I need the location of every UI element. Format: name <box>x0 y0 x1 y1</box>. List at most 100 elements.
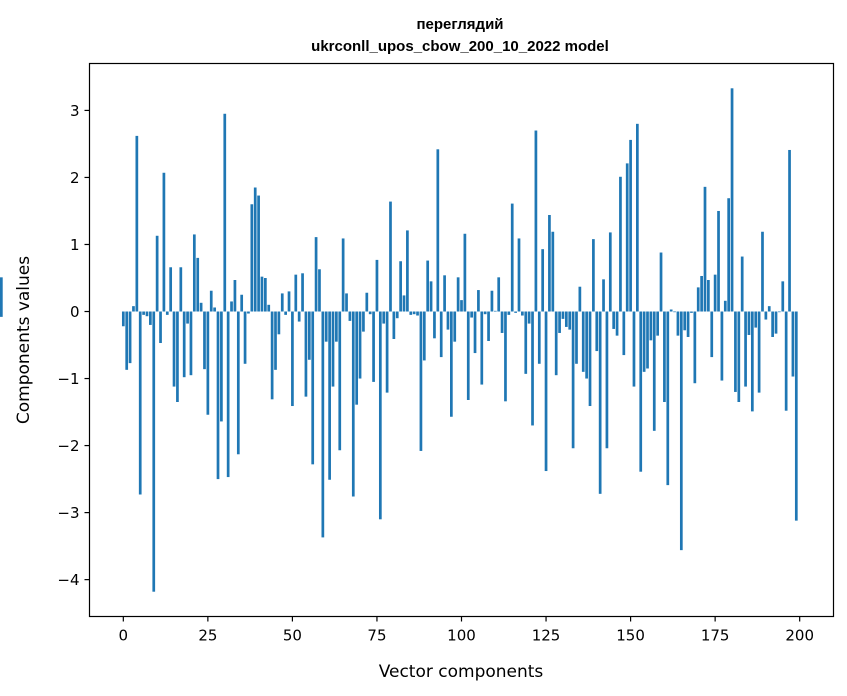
bar <box>652 311 656 431</box>
bar <box>314 237 318 312</box>
bar <box>422 311 426 361</box>
bar <box>132 306 135 312</box>
bar <box>142 311 145 315</box>
bar <box>510 203 514 312</box>
bar <box>629 139 632 312</box>
bar <box>713 274 717 312</box>
bar <box>700 275 703 312</box>
bar <box>466 311 470 400</box>
bar <box>470 311 473 318</box>
bar <box>690 311 693 313</box>
bar <box>172 311 176 387</box>
bar <box>162 172 166 312</box>
bar <box>0 277 3 312</box>
bar <box>240 294 244 312</box>
bar <box>294 274 298 312</box>
bar <box>375 259 379 312</box>
bar <box>473 311 477 354</box>
bar <box>345 293 348 312</box>
bar <box>636 123 639 312</box>
bar <box>588 311 592 407</box>
bar <box>659 252 663 312</box>
bar <box>632 311 636 387</box>
bar <box>500 311 504 333</box>
bar <box>734 311 737 392</box>
bar <box>646 311 649 369</box>
bar <box>592 239 595 312</box>
bar <box>778 311 781 313</box>
bar <box>416 311 419 316</box>
bar <box>382 311 386 324</box>
chart-title: переглядий <box>416 16 503 33</box>
bar <box>365 292 369 312</box>
x-tick-label: 200 <box>785 627 814 645</box>
x-tick-label: 150 <box>616 627 645 645</box>
bar <box>395 311 399 319</box>
bar <box>544 311 548 472</box>
bar <box>669 309 673 312</box>
bar <box>277 311 281 335</box>
bar <box>639 311 643 472</box>
bar <box>362 311 365 332</box>
bar <box>426 260 430 312</box>
x-tick-label: 50 <box>283 627 302 645</box>
bar <box>253 187 257 312</box>
y-tick-label: 1 <box>70 236 80 254</box>
bar <box>548 214 551 312</box>
bar <box>737 311 741 402</box>
bar <box>686 311 690 337</box>
bar <box>727 198 731 312</box>
bar <box>318 269 321 312</box>
bar <box>656 311 659 336</box>
bar <box>723 300 727 312</box>
bar <box>642 311 646 372</box>
bar <box>358 311 362 379</box>
x-tick-label: 100 <box>447 627 476 645</box>
bar <box>378 311 382 520</box>
bar <box>534 130 538 312</box>
bar <box>399 261 402 312</box>
bar <box>389 201 392 312</box>
bar <box>145 311 149 317</box>
bar <box>216 311 220 480</box>
y-tick-label: 3 <box>70 102 80 120</box>
y-tick-label: −2 <box>57 437 79 455</box>
bar <box>341 238 345 312</box>
bar <box>740 256 744 312</box>
bar <box>774 311 778 334</box>
bar <box>460 300 463 312</box>
bars-group <box>0 88 798 592</box>
bar <box>730 88 734 312</box>
bar <box>564 311 568 327</box>
bar <box>392 311 396 339</box>
bar <box>335 311 338 342</box>
bar <box>767 306 771 312</box>
bar <box>284 311 287 315</box>
bar <box>260 276 264 312</box>
bar <box>693 311 697 384</box>
bar <box>707 280 710 312</box>
bar <box>152 311 156 592</box>
bar <box>436 149 440 312</box>
bar <box>558 311 561 333</box>
bar <box>554 311 558 376</box>
bar <box>575 311 578 364</box>
bar <box>551 231 555 312</box>
bar <box>121 311 125 327</box>
y-tick-label: −3 <box>57 504 79 522</box>
bar <box>199 302 203 312</box>
bar <box>267 304 271 312</box>
bar <box>649 311 653 341</box>
bar <box>517 238 521 312</box>
bar <box>757 311 761 393</box>
bar <box>321 311 325 538</box>
bar <box>186 311 189 324</box>
y-axis-label: Components values <box>14 256 34 424</box>
x-tick-label: 175 <box>701 627 730 645</box>
bar <box>754 311 758 328</box>
bar <box>504 311 507 402</box>
bar <box>179 267 183 312</box>
y-tick-label: 0 <box>70 303 80 321</box>
bar <box>568 311 572 330</box>
